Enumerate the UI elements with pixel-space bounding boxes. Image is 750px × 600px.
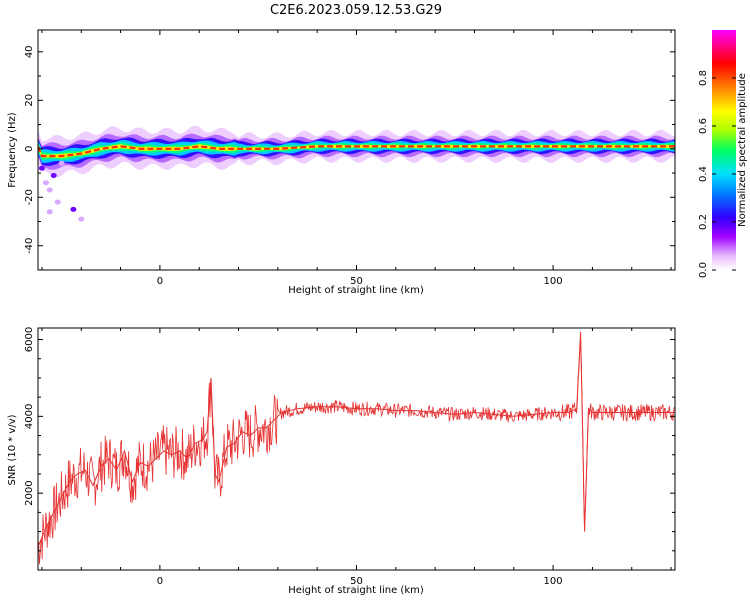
colorbar: 0.0 0.2 0.4 0.6 0.8 Normalized spectral ampl… bbox=[698, 30, 748, 278]
colorbar-tick-label: 0.2 bbox=[698, 214, 709, 230]
snr-y-tick-label: 2000 bbox=[24, 480, 35, 505]
spectrogram-speckle bbox=[46, 187, 53, 193]
snr-y-axis-label: SNR (10 * v/v) bbox=[7, 414, 18, 485]
snr-x-tick-label: 0 bbox=[157, 576, 163, 587]
colorbar-gradient bbox=[712, 30, 736, 270]
spectrogram-x-axis-label: Height of straight line (km) bbox=[288, 285, 424, 296]
spectrogram-y-axis-label: Frequency (Hz) bbox=[7, 112, 18, 188]
colorbar-axis: 0.0 0.2 0.4 0.6 0.8 bbox=[698, 70, 736, 278]
colorbar-tick-label: 0.6 bbox=[698, 118, 709, 134]
snr-axes: 0 50 100 2000 4000 6000 bbox=[24, 327, 675, 587]
colorbar-tick-label: 0.4 bbox=[698, 166, 709, 182]
spectrogram-panel: 0 50 100 -40 -20 0 20 40 Height of straight lin… bbox=[7, 29, 676, 296]
spectrogram-y-tick-label: -40 bbox=[24, 238, 35, 254]
spectrogram-y-tick-label: 0 bbox=[24, 146, 35, 152]
snr-series-line bbox=[38, 345, 675, 565]
snr-y-tick-label: 6000 bbox=[24, 327, 35, 352]
spectrogram-y-tick-label: -20 bbox=[24, 189, 35, 205]
spectrogram-peak-ridge bbox=[38, 145, 675, 158]
spectrogram-x-tick-label: 50 bbox=[350, 276, 363, 287]
snr-series-trend bbox=[38, 331, 675, 548]
spectrogram-speckle bbox=[70, 206, 77, 212]
colorbar-label: Normalized spectral amplitude bbox=[737, 73, 748, 227]
figure-title: C2E6.2023.059.12.53.G29 bbox=[270, 3, 442, 18]
spectrogram-x-tick-label: 0 bbox=[157, 276, 163, 287]
snr-x-tick-label: 100 bbox=[544, 576, 563, 587]
spectrogram-y-tick-label: 20 bbox=[24, 94, 35, 107]
spectrogram-speckle bbox=[58, 160, 65, 166]
spectrogram-x-tick-label: 100 bbox=[544, 276, 563, 287]
spectrogram-y-tick-label: 40 bbox=[24, 45, 35, 58]
spectrogram-heatmap bbox=[38, 125, 675, 222]
spectrogram-speckle bbox=[54, 199, 61, 205]
snr-x-axis-label: Height of straight line (km) bbox=[288, 585, 424, 596]
spectrogram-speckle bbox=[50, 173, 57, 178]
spectrogram-speckle bbox=[42, 180, 49, 186]
spectrogram-speckle bbox=[46, 209, 53, 215]
snr-plot-area bbox=[38, 331, 675, 565]
colorbar-tick-label: 0.8 bbox=[698, 70, 709, 86]
colorbar-tick-label: 0.0 bbox=[698, 262, 709, 278]
spectrogram-speckle bbox=[78, 216, 85, 222]
snr-y-tick-label: 4000 bbox=[24, 404, 35, 429]
spectrogram-axes: 0 50 100 -40 -20 0 20 40 bbox=[24, 30, 675, 287]
snr-x-tick-label: 50 bbox=[350, 576, 363, 587]
spectrogram-speckle bbox=[38, 165, 45, 171]
snr-panel: 0 50 100 2000 4000 6000 Height of straight li… bbox=[7, 327, 676, 596]
